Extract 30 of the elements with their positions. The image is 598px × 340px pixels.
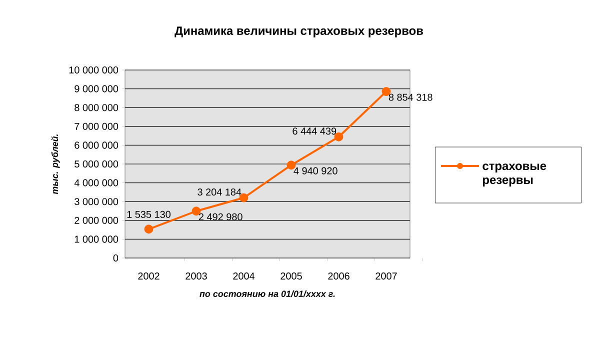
data-label: 3 204 184 (198, 188, 242, 196)
y-tick-label: 5 000 000 (74, 160, 118, 168)
y-tick-label: 9 000 000 (74, 85, 118, 92)
x-tick-label: 2007 (376, 272, 397, 280)
y-tick-label: 3 000 000 (74, 198, 118, 206)
y-tick-label: 10 000 000 (69, 66, 118, 74)
y-axis-title: тыс. рублей. (51, 134, 60, 194)
y-tick-label: 7 000 000 (74, 122, 118, 130)
chart-title: Динамика величины страховых резервов (174, 26, 423, 38)
data-label: 6 444 439 (292, 128, 336, 135)
x-tick-label: 2004 (233, 272, 255, 280)
data-label: 8 854 318 (388, 94, 432, 101)
data-label: 4 940 920 (294, 167, 338, 174)
x-axis-title: по состоянию на 01/01/xxxx г. (200, 290, 335, 298)
x-tick-label: 2006 (328, 272, 350, 280)
y-tick-label: 1 000 000 (74, 236, 118, 243)
data-label: 1 535 130 (127, 210, 171, 218)
y-tick-label: 8 000 000 (74, 104, 118, 112)
point (192, 206, 201, 216)
point (144, 224, 154, 234)
data-label: 2 492 980 (198, 213, 242, 220)
point (334, 132, 344, 142)
legend-label: страховые резервы (482, 164, 546, 186)
y-tick-label: 6 000 000 (74, 142, 118, 149)
x-tick-label: 2002 (138, 272, 160, 280)
x-tick-label: 2003 (186, 272, 207, 280)
y-tick-label: 0 (113, 254, 118, 262)
y-tick-label: 2 000 000 (74, 216, 118, 224)
y-tick-label: 4 000 000 (74, 179, 118, 186)
x-tick-label: 2005 (280, 272, 302, 280)
